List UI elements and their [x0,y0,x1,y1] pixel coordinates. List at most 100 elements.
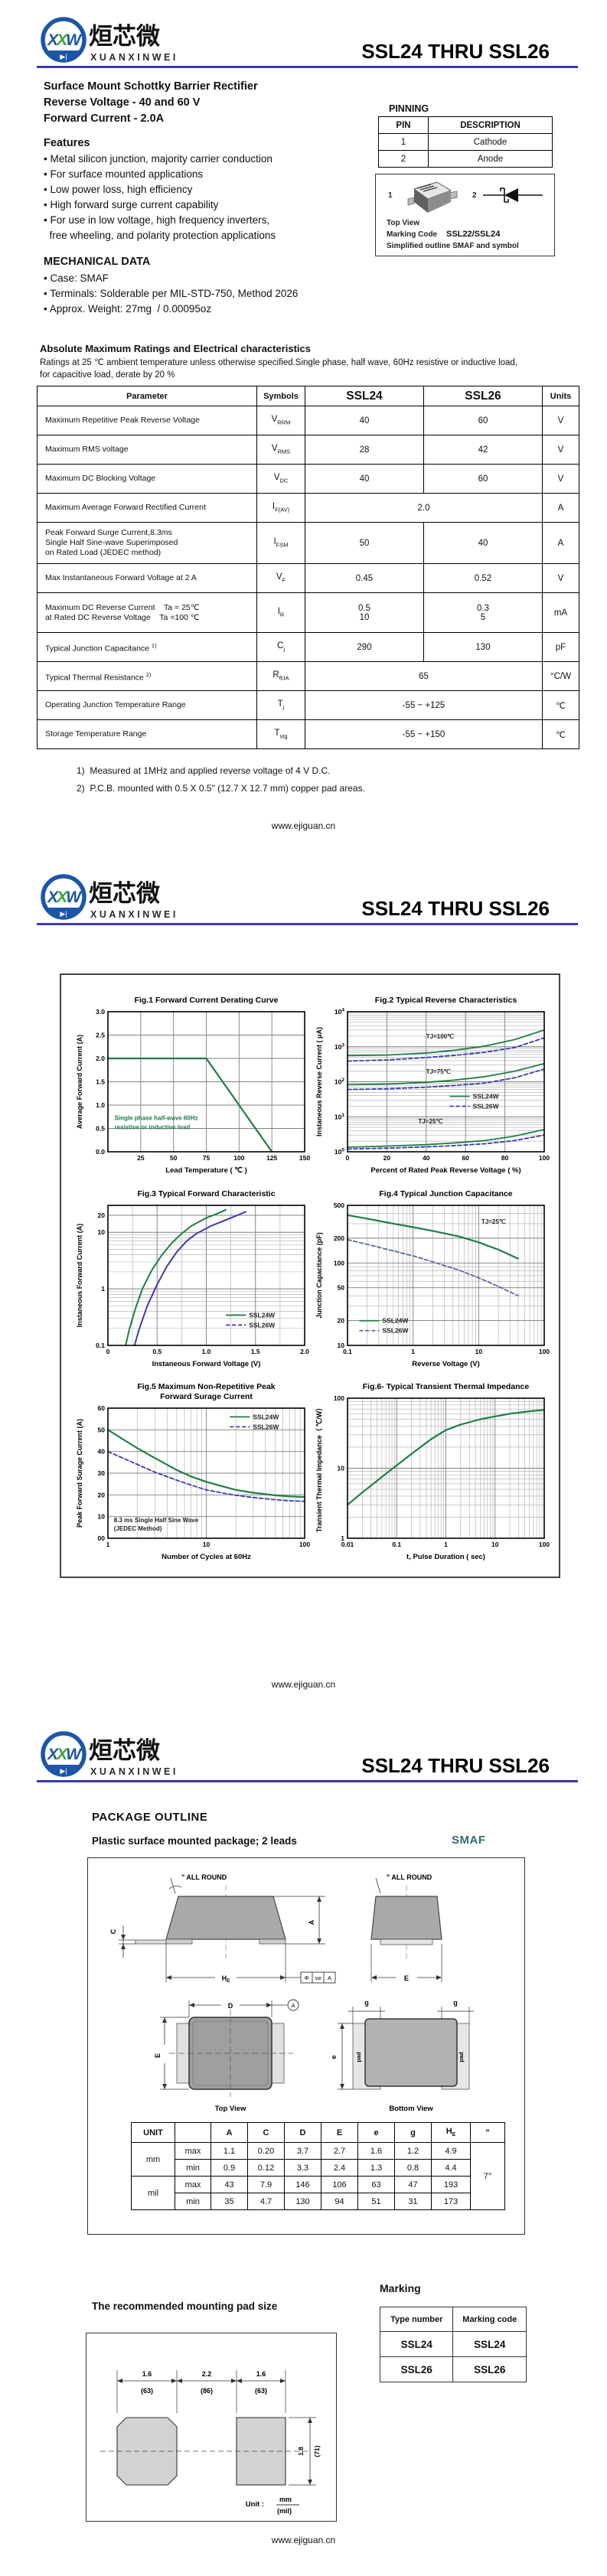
table-row: Storage Temperature Range Tstg -55 ~ +150… [37,719,579,749]
doc-title: SSL24 THRU SSL26 [361,1754,550,1777]
svg-text:0.01: 0.01 [341,1541,354,1548]
logo-diode-icon: ▶| [60,910,67,918]
svg-text:150: 150 [299,1154,310,1162]
svg-text:10: 10 [491,1541,499,1548]
dim-value: 47 [394,2176,432,2193]
table-row: Maximum DC Blocking Voltage VDC 40 60 V [37,464,579,494]
dim-bound: max [175,2142,211,2160]
svg-text:pad: pad [355,2052,362,2062]
svg-text:100: 100 [334,1394,344,1402]
svg-text:20: 20 [338,1317,345,1325]
dim-unit: mil [131,2176,175,2210]
rating-symbol: VDC [256,464,305,494]
brand-logo: XXW ▶| 烜芯微 XUANXINWEI [40,871,193,927]
dim-angle: 7° [470,2142,505,2210]
dim-bound: max [175,2176,211,2193]
svg-text:Fig.2 Typical Reverse Charact: Fig.2 Typical Reverse Characteristics [375,996,517,1005]
pin2-label: 2 [472,191,477,200]
fig3-forward-chart: Fig.3 Typical Forward Characteristic 0 0.5… [74,1184,312,1371]
list-item: • Low power loss, high efficiency [44,184,193,195]
svg-text:100: 100 [299,1541,310,1548]
svg-text:TJ=25℃: TJ=25℃ [481,1218,506,1225]
rating-symbol: VF [256,563,305,593]
svg-text:40: 40 [423,1154,430,1162]
svg-text:10: 10 [475,1348,483,1355]
svg-text:100: 100 [539,1154,550,1162]
svg-text:TJ=75℃: TJ=75℃ [426,1068,451,1075]
dim-value: 1.1 [210,2142,248,2160]
dim-unit-header: UNIT [131,2122,175,2143]
dim-value: 0.9 [210,2159,248,2177]
dim-value: 43 [210,2176,248,2193]
fig2-reverse-chart: Fig.2 Typical Reverse Characteristics 0 20… [314,990,551,1178]
svg-text:0: 0 [346,1154,350,1162]
svg-text:0.5: 0.5 [152,1348,162,1355]
brand-en: XUANXINWEI [90,909,178,920]
col-header: Parameter [37,386,257,406]
logo-ring-icon [41,17,86,63]
svg-text:SSL24W: SSL24W [253,1413,279,1420]
rating-parameter: Peak Forward Surge Current,8.3ms Single … [37,522,257,564]
svg-text:1: 1 [411,1348,415,1355]
svg-text:1: 1 [106,1541,110,1548]
logo-band-icon [47,1765,80,1774]
svg-text:Transient Thermal Impedance（ ℃: Transient Thermal Impedance（ ℃/W） [315,1404,323,1533]
svg-text:0: 0 [106,1348,110,1355]
mounting-pad-drawing: 1.6 (63) 2.2 (86) 1.6 (63) 1.8 (71) Unit… [100,2370,321,2515]
svg-text:100: 100 [334,1259,344,1267]
svg-text:A: A [328,1974,331,1981]
rating-symbol: Tstg [256,719,305,749]
list-item: • Metal silicon junction, majority carri… [44,153,272,165]
schottky-diode-icon [483,187,543,203]
svg-text:Instaneous Forward Voltage (V): Instaneous Forward Voltage (V) [152,1360,261,1368]
pin-number: 1 [378,133,429,151]
svg-text:g: g [364,1999,369,2007]
svg-text:1.5: 1.5 [96,1078,105,1086]
rating-value-ssl26: 40 [423,522,543,564]
features-title: Features [44,137,90,149]
dim-col-header: D [284,2122,321,2143]
col-header: SSL26 [423,386,543,406]
logo-diode-icon: ▶| [60,1767,67,1775]
rating-symbol: IF(AV) [256,493,305,523]
dim-unit: mm [131,2142,175,2177]
svg-text:8.3 ms Single Half Sine Wave: 8.3 ms Single Half Sine Wave [114,1517,199,1524]
svg-text:E: E [154,2053,162,2058]
marking-code: SSL24 [452,2331,527,2357]
list-item: • Case: SMAF [44,272,109,284]
dim-value: 4.4 [431,2159,471,2177]
svg-text:30: 30 [98,1469,106,1477]
logo-mark: XXW [47,1746,83,1763]
rating-parameter: Maximum DC Blocking Voltage [37,464,257,494]
rating-symbol: IFSM [256,522,305,564]
ratings-table: Parameter Symbols SSL24 SSL26 Units Maxi… [37,386,579,749]
rating-value-ssl24: 290 [305,632,424,662]
rating-symbol: VRRM [256,406,305,435]
dim-bound: min [175,2159,211,2177]
logo-mark: XXW [47,889,83,906]
footer-url: www.ejiguan.cn [271,820,336,831]
svg-text:0.5: 0.5 [96,1125,105,1133]
svg-text:" ALL ROUND: " ALL ROUND [181,1873,227,1881]
marking-type: SSL24 [379,2331,454,2357]
dim-col-header: e [357,2122,395,2143]
mechanical-data-list: • Case: SMAF • Terminals: Solderable per … [44,271,388,317]
table-row: Peak Forward Surge Current,8.3ms Single … [37,522,579,564]
svg-text:Top View: Top View [215,2105,246,2113]
dim-col-header: " [470,2122,505,2143]
svg-text:HE: HE [222,1974,231,1984]
package-outline-title: PACKAGE OUTLINE [92,1811,208,1824]
rating-symbol: RθJA [256,661,305,691]
rating-value-ssl26: 0.52 [423,563,543,593]
marking-title: Marking [380,2282,421,2294]
svg-text:Fig.3 Typical Forward Charact: Fig.3 Typical Forward Characteristic [137,1189,275,1198]
svg-text:103: 103 [335,1042,344,1051]
dim-col-header: E [321,2122,358,2143]
outline-note-line3: Simplified outline SMAF and symbol [387,242,519,250]
list-item: • For use in low voltage, high frequency… [44,214,270,226]
dim-value: 130 [284,2193,321,2210]
rating-value: -55 ~ +150 [305,719,543,749]
rating-units: pF [542,632,579,662]
rating-units: V [542,435,579,465]
